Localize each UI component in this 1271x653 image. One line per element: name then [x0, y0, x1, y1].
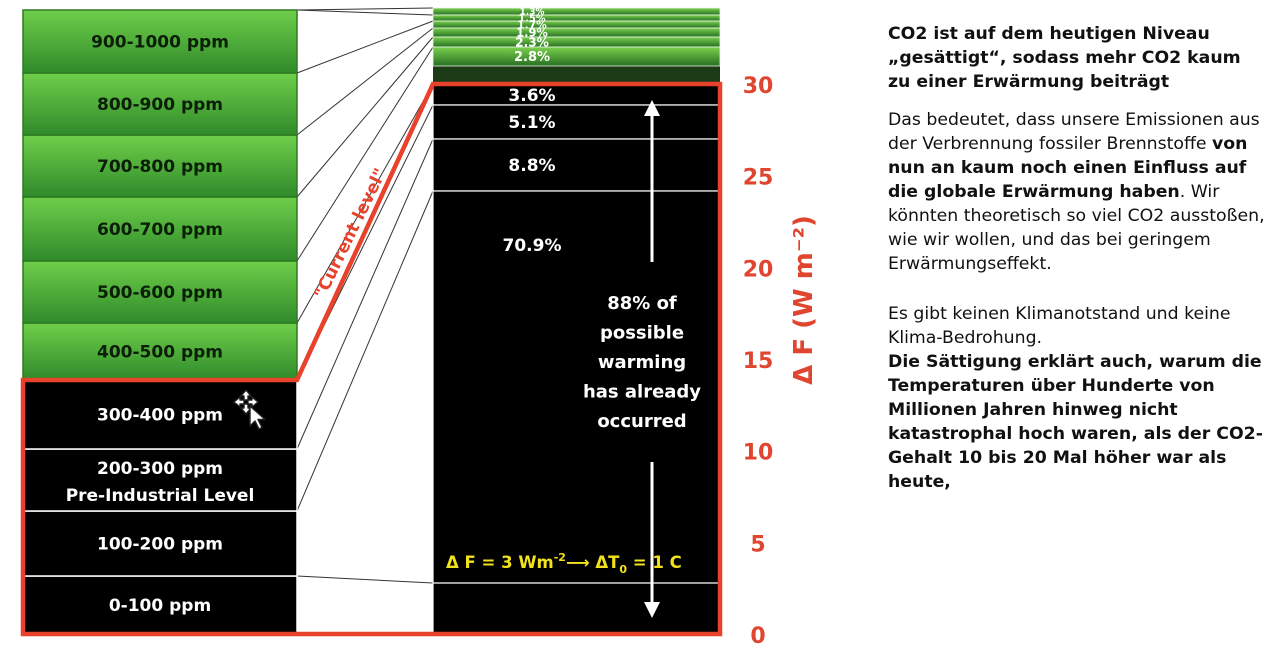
segment-label-5: 2.8% — [514, 50, 550, 65]
ppm-label-1: 100-200 ppm — [97, 535, 223, 555]
ppm-sublabel-2: Pre-Industrial Level — [66, 486, 255, 506]
segment-label-1: 1.5% — [518, 14, 545, 25]
ppm-band-9 — [22, 9, 298, 74]
connector-line-7 — [296, 36, 434, 198]
y-tick-20: 20 — [743, 257, 774, 282]
segment-label-6: 3.6% — [508, 86, 555, 106]
connector-line-9 — [296, 20, 434, 74]
paragraph-3-emphasis: Die Sättigung erklärt auch, warum die Te… — [888, 352, 1263, 492]
annotation-line-1: possible — [600, 323, 684, 344]
ppm-column: 0-100 ppm 100-200 ppm 200-300 ppm Pre-Indus… — [22, 9, 298, 635]
explanation-panel: CO2 ist auf dem heutigen Niveau „gesätti… — [888, 22, 1266, 494]
forcing-segment-6 — [432, 83, 721, 106]
co2-saturation-chart: 0-100 ppm 100-200 ppm 200-300 ppm Pre-Indus… — [20, 7, 819, 649]
annotation-line-3: has already — [583, 382, 701, 403]
panel-paragraph-1: Das bedeutet, dass unsere Emissionen aus… — [888, 108, 1266, 276]
annotation-line-2: warming — [598, 352, 686, 373]
segment-label-9: 70.9% — [503, 236, 562, 256]
paragraph-1-emphasis: von nun an kaum noch einen Einfluss auf … — [888, 134, 1248, 202]
ppm-band-7 — [22, 134, 298, 198]
segment-gap — [433, 66, 720, 84]
forcing-segment-4 — [432, 36, 721, 48]
segment-label-8: 8.8% — [508, 156, 555, 176]
segment-label-3: 1.9% — [516, 26, 548, 40]
paragraph-1-end: . Wir könnten theoretisch so viel CO2 au… — [888, 182, 1265, 274]
forcing-column: 1.3%1.5%1.7%1.9%2.3%2.8%3.6%5.1%8.8%70.9… — [432, 7, 721, 635]
y-tick-30: 30 — [743, 74, 774, 99]
y-tick-15: 15 — [743, 349, 774, 374]
forcing-segment-9 — [432, 190, 721, 635]
ppm-label-3: 300-400 ppm — [97, 406, 223, 426]
connector-line-5 — [296, 83, 434, 324]
connector-line-6 — [296, 46, 434, 262]
annotation-line-0: 88% of — [607, 293, 677, 314]
y-tick-0: 0 — [750, 624, 765, 649]
ppm-band-8 — [22, 72, 298, 136]
ppm-label-7: 700-800 ppm — [97, 157, 223, 177]
paragraph-1-start: Das bedeutet, dass unsere Emissionen aus… — [888, 110, 1260, 154]
arrow-head-up — [644, 100, 660, 116]
y-tick-10: 10 — [743, 441, 774, 466]
forcing-segment-8 — [432, 138, 721, 192]
panel-paragraph-3: Die Sättigung erklärt auch, warum die Te… — [888, 350, 1266, 494]
formula-part-2: ⟶ — [566, 553, 590, 572]
forcing-segment-2 — [432, 20, 721, 29]
ppm-label-4: 400-500 ppm — [97, 343, 223, 363]
ppm-band-4 — [22, 322, 298, 381]
ppm-label-2: 200-300 ppm — [97, 459, 223, 479]
formula-part-0: Δ F = 3 Wm — [446, 553, 554, 572]
connector-line-11 — [296, 7, 434, 11]
y-tick-5: 5 — [750, 532, 765, 557]
y-axis-label: Δ F (W m⁻²) — [789, 215, 819, 385]
panel-paragraph-2: Es gibt keinen Klimanotstand und keine K… — [888, 304, 1231, 348]
ppm-label-0: 0-100 ppm — [109, 596, 211, 616]
forcing-segment-0 — [432, 7, 721, 16]
move-cursor-icon — [232, 388, 274, 435]
forcing-segment-5 — [432, 46, 721, 67]
warming-annotation: 88% of possible warming has already occurred… — [446, 100, 701, 618]
forcing-segment-7 — [432, 104, 721, 140]
connector-line-2 — [296, 190, 434, 512]
connector-line-1 — [296, 575, 434, 584]
formula-part-1: -2 — [554, 551, 566, 564]
segment-label-7: 5.1% — [508, 113, 555, 133]
connector-line-3 — [296, 138, 434, 450]
connector-lines — [296, 7, 434, 635]
ppm-band-6 — [22, 196, 298, 262]
formula-part-4: 0 — [619, 563, 627, 576]
ppm-label-9: 900-1000 ppm — [91, 33, 229, 53]
ppm-label-5: 500-600 ppm — [97, 283, 223, 303]
segment-label-0: 1.3% — [520, 8, 545, 18]
segment-label-4: 2.3% — [515, 35, 549, 49]
connector-line-8 — [296, 27, 434, 136]
panel-heading: CO2 ist auf dem heutigen Niveau „gesätti… — [888, 24, 1241, 92]
annotation-line-4: occurred — [597, 411, 686, 432]
formula-part-3: ΔT — [590, 553, 621, 572]
forcing-formula: Δ F = 3 Wm-2⟶ ΔT0 = 1 C — [446, 551, 682, 576]
connector-line-10 — [296, 9, 434, 16]
forcing-segment-1 — [432, 14, 721, 22]
ppm-label-8: 800-900 ppm — [97, 95, 223, 115]
y-axis: 0 5 10 15 20 25 30 Δ F (W m⁻²) — [743, 74, 819, 649]
ppm-band-5 — [22, 260, 298, 324]
y-tick-25: 25 — [743, 166, 774, 191]
arrow-head-down — [644, 602, 660, 618]
ppm-band-2 — [22, 448, 298, 512]
formula-part-5: = 1 C — [627, 553, 682, 572]
forcing-segment-3 — [432, 27, 721, 38]
ppm-label-6: 600-700 ppm — [97, 220, 223, 240]
current-level-label: "Current level" — [311, 165, 391, 302]
outline-path — [20, 81, 723, 637]
